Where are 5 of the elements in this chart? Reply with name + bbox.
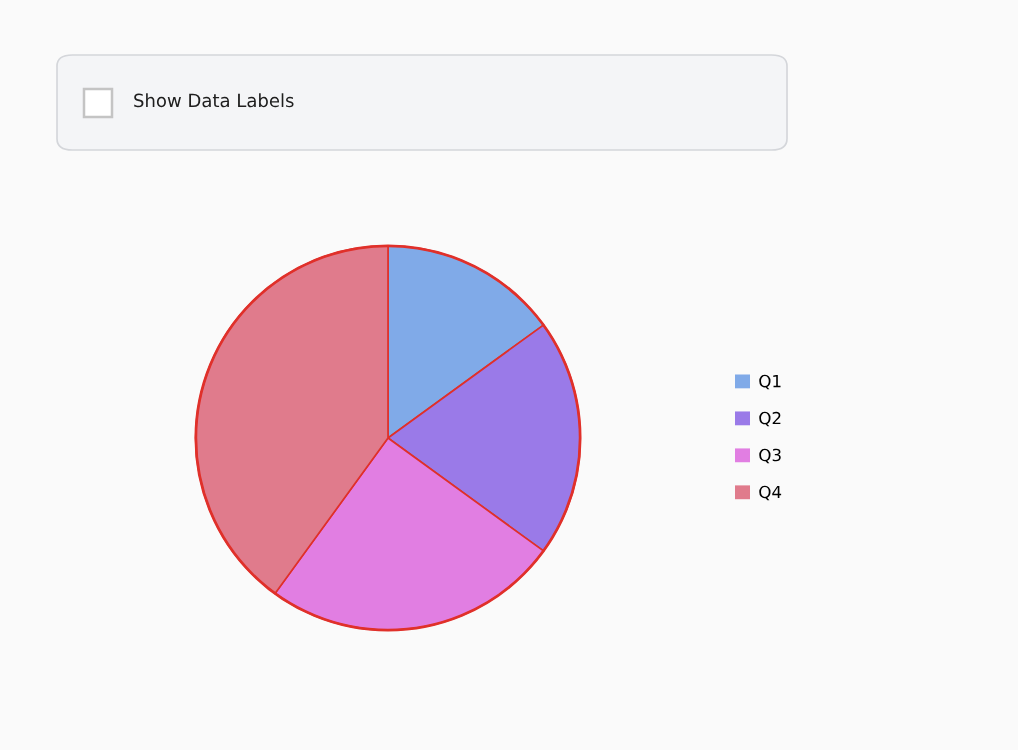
legend-label: Q2 — [759, 411, 781, 427]
legend-label: Q1 — [759, 374, 781, 390]
legend-label: Q3 — [759, 448, 781, 464]
text: Show Data Labels — [134, 93, 294, 108]
legend-label: Q4 — [759, 485, 782, 501]
